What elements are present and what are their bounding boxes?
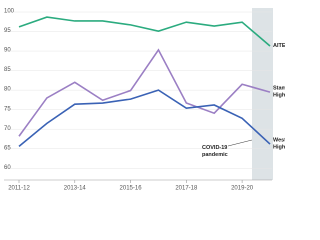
y-tick-label: 90 xyxy=(4,48,11,54)
y-tick-label: 60 xyxy=(4,165,11,171)
x-tick-label: 2019-20 xyxy=(231,186,254,192)
x-tick-label: 2011-12 xyxy=(8,186,30,192)
y-tick-label: 100 xyxy=(4,9,15,15)
legend-label: WesthillHigh xyxy=(273,138,285,151)
annotation: COVID-19 pandemic xyxy=(202,145,228,158)
y-tick-label: 70 xyxy=(4,126,11,132)
series-line xyxy=(18,16,271,47)
y-tick-label: 95 xyxy=(4,28,11,34)
series-line xyxy=(18,48,271,137)
y-tick-label: 75 xyxy=(4,106,11,112)
series-line xyxy=(18,89,271,148)
y-tick-label: 65 xyxy=(4,145,11,151)
y-tick-label: 85 xyxy=(4,67,11,73)
legend-label: StamfordHigh xyxy=(273,86,285,99)
x-tick-label: 2015-16 xyxy=(120,186,143,192)
annotation-line xyxy=(227,139,253,147)
chart: 100 95 90 85 80 75 70 65 60 2011-12 2013-14 2015-16… xyxy=(4,8,285,192)
y-tick-label: 80 xyxy=(4,87,11,93)
x-tick-label: 2013-14 xyxy=(64,186,87,192)
legend-label: AITE xyxy=(273,43,285,49)
x-tick-label: 2017-18 xyxy=(175,186,198,192)
